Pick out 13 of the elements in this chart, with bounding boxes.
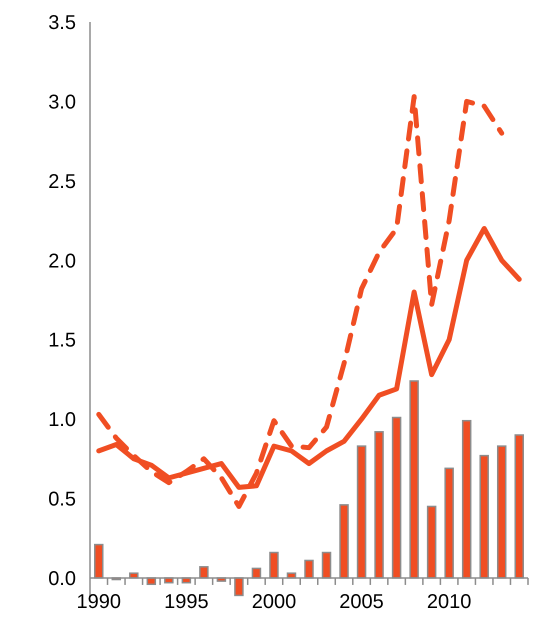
x-tick-label: 2000 <box>252 590 296 613</box>
y-tick-label: 3.0 <box>48 91 76 114</box>
y-tick-label: 1.5 <box>48 330 76 352</box>
y-tick-label: 2.5 <box>48 170 76 193</box>
y-tick-label: 3.5 <box>48 12 76 34</box>
x-tick-label: 2010 <box>426 590 472 613</box>
y-tick-label: 0.0 <box>48 568 76 590</box>
x-tick-label: 2005 <box>339 590 384 613</box>
y-tick-label: 2.0 <box>48 250 76 272</box>
y-tick-label: 0.5 <box>48 488 76 511</box>
y-tick-label: 1.0 <box>48 409 76 432</box>
x-tick-label: 1990 <box>76 590 122 613</box>
x-tick-label: 1995 <box>164 590 209 613</box>
